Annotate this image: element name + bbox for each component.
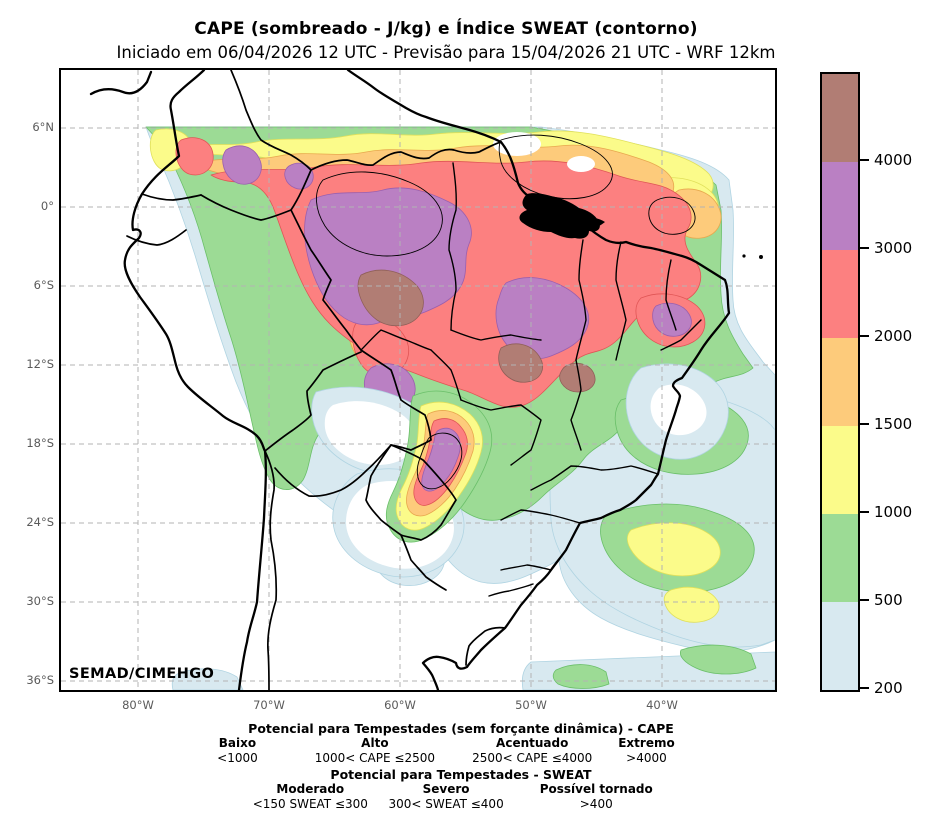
colorbar-label-4000: 4000	[874, 151, 913, 169]
colorbar-seg-1000-1500	[822, 426, 858, 514]
x-tick-60w: 60°W	[384, 698, 416, 712]
x-tick-70w: 70°W	[253, 698, 285, 712]
colorbar-seg-2000-3000	[822, 250, 858, 338]
legend-cape-cat-alto: Alto	[361, 736, 389, 750]
legend-sweat-categories: Moderado Severo Possível tornado	[185, 782, 737, 797]
legend-cape-range-acentuado: 2500< CAPE ≤4000	[472, 751, 593, 765]
colorbar-label-1500: 1500	[874, 415, 913, 433]
colorbar-seg-500-1000	[822, 514, 858, 602]
y-tick-0: 0°	[40, 199, 54, 213]
legend-cape-cat-baixo: Baixo	[218, 736, 257, 750]
y-tick-18s: 18°S	[26, 436, 54, 450]
legend: Potencial para Tempestades (sem forçante…	[185, 721, 737, 812]
coastlines	[89, 70, 731, 690]
colorbar-tick	[860, 335, 869, 337]
legend-cape-range-baixo: <1000	[217, 751, 258, 765]
colorbar-seg-200-500	[822, 602, 858, 690]
island-dots	[742, 254, 763, 259]
gridlines	[61, 70, 775, 690]
legend-sweat-cat-severo: Severo	[422, 782, 470, 796]
x-tick-40w: 40°W	[646, 698, 678, 712]
y-tick-30s: 30°S	[26, 594, 54, 608]
y-tick-24s: 24°S	[26, 515, 54, 529]
y-tick-6n: 6°N	[32, 120, 54, 134]
colorbar-seg-1500-2000	[822, 338, 858, 426]
colorbar-tick	[860, 511, 869, 513]
colorbar-label-2000: 2000	[874, 327, 913, 345]
y-tick-36s: 36°S	[26, 673, 54, 687]
legend-sweat-title: Potencial para Tempestades - SWEAT	[330, 767, 592, 782]
map-svg	[61, 70, 775, 690]
colorbar-label-200: 200	[874, 679, 903, 697]
legend-sweat-range-severo: 300< SWEAT ≤400	[388, 797, 504, 811]
legend-sweat-range-moderado: <150 SWEAT ≤300	[252, 797, 368, 811]
colorbar-tick	[860, 247, 869, 249]
chart-subtitle: Iniciado em 06/04/2026 12 UTC - Previsão…	[116, 43, 776, 62]
colorbar-tick	[860, 687, 869, 689]
map-axes: SEMAD/CIMEHGO	[59, 68, 777, 692]
legend-cape-range-extremo: >4000	[626, 751, 667, 765]
colorbar-tick	[860, 159, 869, 161]
colorbar-label-3000: 3000	[874, 239, 913, 257]
legend-cape-categories: Baixo Alto Acentuado Extremo	[185, 736, 737, 751]
chart-title: CAPE (sombreado - J/kg) e Índice SWEAT (…	[194, 19, 698, 39]
colorbar-tick	[860, 599, 869, 601]
colorbar-label-1000: 1000	[874, 503, 913, 521]
legend-cape-title: Potencial para Tempestades (sem forçante…	[248, 721, 674, 736]
colorbar-label-500: 500	[874, 591, 903, 609]
y-tick-12s: 12°S	[26, 357, 54, 371]
legend-cape-ranges: <1000 1000< CAPE ≤2500 2500< CAPE ≤4000 …	[185, 751, 737, 767]
legend-cape-cat-extremo: Extremo	[618, 736, 675, 750]
legend-sweat-cat-moderado: Moderado	[276, 782, 345, 796]
amazon-delta	[519, 193, 605, 239]
sweat-contours	[316, 134, 696, 490]
y-tick-6s: 6°S	[33, 278, 54, 292]
colorbar	[820, 72, 860, 692]
legend-sweat-ranges: <150 SWEAT ≤300 300< SWEAT ≤400 >400	[185, 797, 737, 812]
legend-sweat-cat-tornado: Possível tornado	[539, 782, 653, 796]
watermark: SEMAD/CIMEHGO	[69, 666, 215, 682]
state-borders	[360, 162, 702, 597]
colorbar-tick	[860, 423, 869, 425]
colorbar-seg-gt4000	[822, 74, 858, 162]
legend-cape-range-alto: 1000< CAPE ≤2500	[314, 751, 435, 765]
colorbar-seg-3000-4000	[822, 162, 858, 250]
legend-cape-cat-acentuado: Acentuado	[496, 736, 569, 750]
legend-sweat-range-tornado: >400	[579, 797, 613, 811]
x-tick-80w: 80°W	[122, 698, 154, 712]
x-tick-50w: 50°W	[515, 698, 547, 712]
